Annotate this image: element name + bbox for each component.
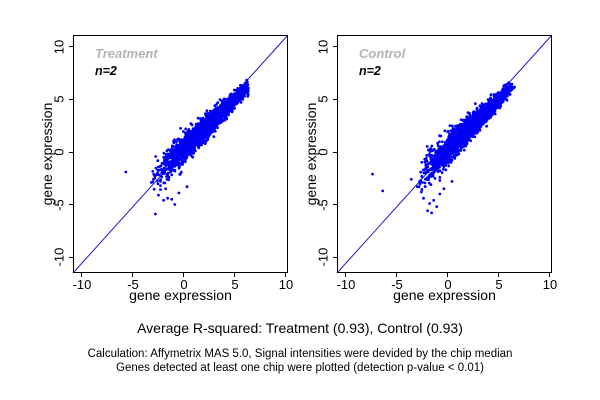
x-tick-label: -10 (72, 277, 92, 292)
y-tick-mark (69, 151, 73, 153)
scatter-points (124, 78, 250, 216)
y-tick-mark (69, 204, 73, 206)
x-tick-mark (183, 273, 185, 277)
panel-n-treatment: n=2 (95, 64, 117, 78)
x-tick-mark (285, 273, 287, 277)
y-tick-mark (69, 46, 73, 48)
y-tick-mark (69, 256, 73, 258)
y-tick-label: -10 (51, 247, 67, 267)
plot-border (337, 35, 552, 273)
x-tick-label: 0 (180, 277, 188, 292)
y-tick-mark (333, 46, 337, 48)
x-tick-label: 10 (278, 277, 294, 292)
y-tick-label: 10 (51, 39, 67, 55)
y-tick-mark (333, 204, 337, 206)
y-tick-mark (333, 256, 337, 258)
panel-n-control: n=2 (359, 64, 381, 78)
x-tick-label: -10 (336, 277, 356, 292)
x-axis-label-treatment: gene expression (129, 287, 232, 303)
y-tick-label: 0 (51, 148, 67, 156)
x-tick-mark (396, 273, 398, 277)
plot-border (73, 35, 288, 273)
x-tick-mark (498, 273, 500, 277)
panel-title-control: Control (359, 46, 406, 61)
y-tick-label: -5 (315, 198, 331, 211)
x-tick-label: -5 (127, 277, 139, 292)
x-tick-label: 5 (231, 277, 239, 292)
control-plot-area (336, 34, 553, 274)
y-tick-label: 5 (315, 95, 331, 104)
caption-r-squared: Average R-squared: Treatment (0.93), Con… (137, 320, 463, 336)
y-tick-label: 0 (315, 148, 331, 156)
scatter-points (371, 81, 516, 215)
caption-detection: Genes detected at least one chip were pl… (116, 362, 484, 374)
x-tick-mark (81, 273, 83, 277)
x-tick-mark (447, 273, 449, 277)
x-tick-mark (132, 273, 134, 277)
panel-title-treatment: Treatment (95, 46, 158, 61)
x-tick-mark (234, 273, 236, 277)
x-tick-mark (345, 273, 347, 277)
panel-control: Control n=2 (336, 34, 553, 274)
y-tick-label: -10 (315, 247, 331, 267)
x-tick-mark (549, 273, 551, 277)
panel-treatment: Treatment n=2 (72, 34, 289, 274)
y-tick-label: 5 (51, 95, 67, 104)
treatment-plot-area (72, 34, 289, 274)
caption-calculation: Calculation: Affymetrix MAS 5.0, Signal … (87, 348, 513, 360)
x-tick-label: 0 (444, 277, 452, 292)
y-tick-label: 10 (315, 39, 331, 55)
y-tick-label: -5 (51, 198, 67, 211)
x-axis-label-control: gene expression (393, 287, 496, 303)
x-tick-label: 5 (495, 277, 503, 292)
y-tick-mark (333, 98, 337, 100)
y-tick-mark (69, 98, 73, 100)
x-tick-label: 10 (542, 277, 558, 292)
y-tick-mark (333, 151, 337, 153)
x-tick-label: -5 (391, 277, 403, 292)
